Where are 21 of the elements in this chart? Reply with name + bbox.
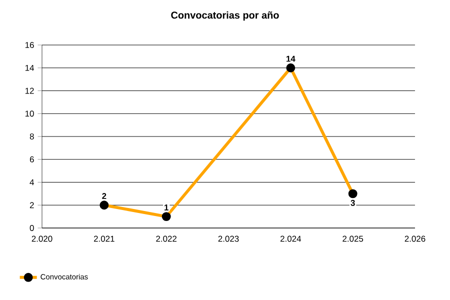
y-tick-label: 14 <box>25 64 34 71</box>
x-tick-label: 2.026 <box>404 236 426 242</box>
y-tick-label: 10 <box>25 110 34 117</box>
data-label: 1 <box>164 204 168 210</box>
y-tick-label: 4 <box>30 179 34 186</box>
y-tick-label: 8 <box>30 134 34 140</box>
x-tick-label: 2.022 <box>156 236 177 242</box>
x-tick-label: 2.020 <box>32 236 52 242</box>
y-tick-label: 16 <box>25 42 34 48</box>
x-tick-label: 2.024 <box>280 236 302 242</box>
x-tick-label: 2.021 <box>94 236 114 242</box>
x-tick-label: 2.025 <box>342 236 364 242</box>
y-tick-label: 6 <box>30 156 34 162</box>
chart-title: Convocatorias por año <box>171 11 279 21</box>
x-tick-label: 2.023 <box>218 236 239 242</box>
data-label: 14 <box>286 56 296 62</box>
data-label: 3 <box>350 200 355 206</box>
y-tick-label: 2 <box>30 202 34 208</box>
y-tick-label: 0 <box>30 225 34 231</box>
y-tick-label: 12 <box>25 88 34 94</box>
data-label: 2 <box>102 193 106 199</box>
